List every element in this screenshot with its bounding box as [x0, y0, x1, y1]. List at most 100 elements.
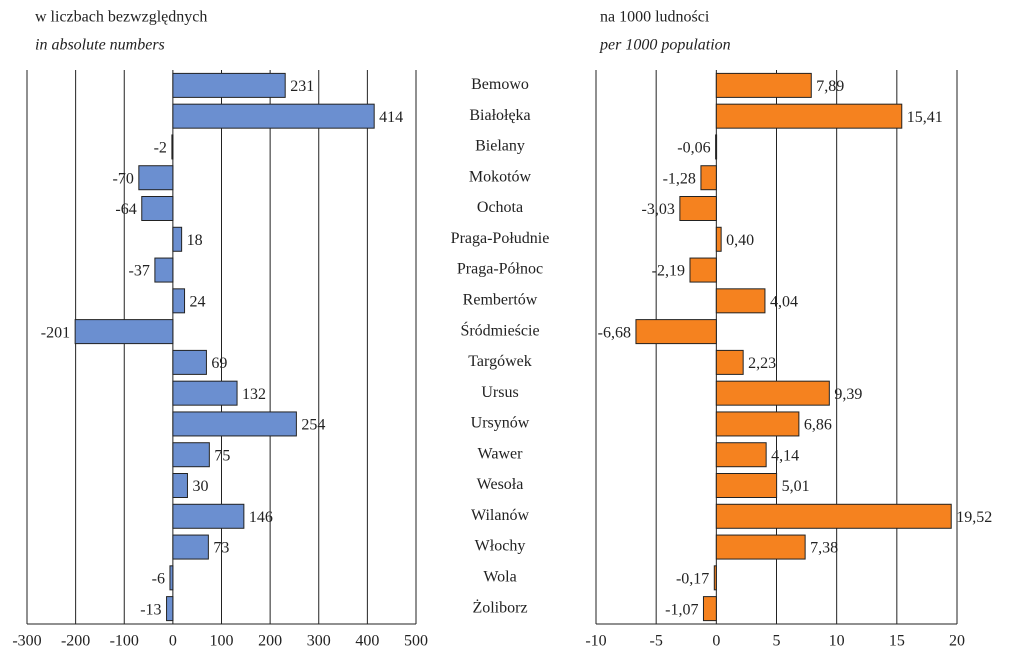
- value-label: -6,68: [598, 324, 631, 341]
- bar: [172, 411, 297, 437]
- value-label: -1,07: [665, 601, 698, 618]
- bar: [154, 257, 174, 283]
- x-tick-label: -100: [110, 633, 139, 650]
- category-label: Ursus: [481, 384, 518, 401]
- bar: [715, 503, 952, 529]
- bar: [172, 473, 188, 498]
- category-label: Targówek: [468, 353, 531, 370]
- x-tick-label: 0: [169, 633, 177, 650]
- x-tick-label: -200: [61, 633, 90, 650]
- bar: [715, 288, 766, 314]
- bar: [172, 534, 209, 560]
- bar: [689, 257, 717, 283]
- chart-title: w liczbach bezwzględnych: [35, 9, 207, 26]
- bar: [172, 442, 210, 468]
- value-label: 2,23: [748, 355, 776, 372]
- category-label: Włochy: [475, 538, 526, 555]
- value-label: 4,04: [770, 294, 798, 311]
- category-label: Mokotów: [469, 168, 532, 185]
- value-label: 15,41: [907, 109, 943, 126]
- category-label: Rembertów: [463, 292, 538, 309]
- value-label: 73: [213, 540, 229, 557]
- bar: [702, 596, 717, 622]
- category-label: Praga-Południe: [451, 230, 550, 247]
- bar: [166, 596, 174, 622]
- bar: [172, 226, 183, 252]
- value-label: 231: [290, 78, 314, 95]
- value-label: 4,14: [771, 447, 799, 464]
- value-label: 414: [379, 109, 403, 126]
- x-tick-label: -10: [585, 633, 606, 650]
- bar: [715, 226, 722, 252]
- value-label: 18: [187, 232, 203, 249]
- value-label: -6: [152, 571, 165, 588]
- bar: [635, 319, 717, 345]
- category-label: Praga-Północ: [457, 261, 543, 278]
- bar: [141, 196, 174, 221]
- x-tick-label: 20: [949, 633, 965, 650]
- x-tick-label: 5: [773, 633, 781, 650]
- value-label: 5,01: [782, 478, 810, 495]
- bar: [715, 473, 778, 498]
- value-label: 7,38: [810, 540, 838, 557]
- value-label: -2: [154, 140, 167, 157]
- x-tick-label: -300: [12, 633, 41, 650]
- x-tick-label: 10: [829, 633, 845, 650]
- value-label: -64: [115, 201, 136, 218]
- value-label: -1,28: [663, 170, 696, 187]
- chart-title: na 1000 ludności: [600, 9, 710, 26]
- value-label: 6,86: [804, 417, 832, 434]
- value-label: 146: [249, 509, 273, 526]
- value-label: 0,40: [726, 232, 754, 249]
- bar: [172, 503, 245, 529]
- x-tick-label: 300: [307, 633, 331, 650]
- x-tick-label: -5: [650, 633, 663, 650]
- value-label: -13: [140, 601, 161, 618]
- category-label: Ochota: [477, 199, 523, 216]
- category-label: Bemowo: [471, 76, 529, 93]
- category-label: Wawer: [478, 445, 524, 462]
- value-label: 254: [301, 417, 325, 434]
- category-label: Wesoła: [477, 476, 524, 493]
- chart-subtitle: in absolute numbers: [35, 37, 165, 54]
- value-label: -0,06: [677, 140, 710, 157]
- value-label: 75: [214, 447, 230, 464]
- bar: [715, 103, 903, 129]
- bar: [715, 72, 812, 98]
- value-label: -70: [113, 170, 134, 187]
- category-label: Ursynów: [471, 415, 530, 432]
- value-label: -201: [41, 324, 70, 341]
- bar: [172, 72, 286, 98]
- bar: [700, 165, 717, 191]
- bar: [713, 565, 717, 591]
- x-tick-label: 200: [258, 633, 282, 650]
- x-tick-label: 15: [889, 633, 905, 650]
- bar: [74, 319, 174, 345]
- bar: [715, 380, 830, 406]
- bar: [715, 411, 800, 437]
- bar: [679, 196, 717, 221]
- bar: [715, 442, 767, 468]
- value-label: -37: [129, 263, 150, 280]
- value-label: 69: [211, 355, 227, 372]
- bar: [715, 349, 744, 375]
- value-label: 19,52: [956, 509, 992, 526]
- category-label: Białołęka: [469, 107, 530, 124]
- value-label: 24: [190, 294, 206, 311]
- value-label: 132: [242, 386, 266, 403]
- x-tick-label: 400: [355, 633, 379, 650]
- value-label: 7,89: [816, 78, 844, 95]
- bar: [169, 565, 174, 591]
- value-label: 9,39: [834, 386, 862, 403]
- value-label: -0,17: [676, 571, 709, 588]
- bar: [715, 534, 806, 560]
- bar: [172, 103, 375, 129]
- bar: [172, 349, 207, 375]
- category-label: Śródmieście: [460, 320, 539, 339]
- category-label: Wola: [483, 569, 516, 586]
- value-label: -3,03: [642, 201, 675, 218]
- category-label: Wilanów: [471, 507, 529, 524]
- x-tick-label: 100: [210, 633, 234, 650]
- bar: [172, 288, 186, 314]
